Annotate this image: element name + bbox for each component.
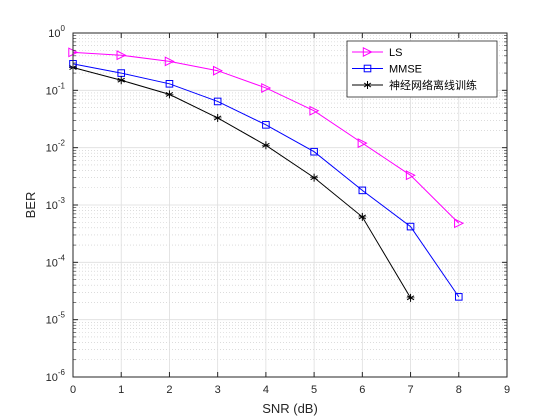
data-point bbox=[117, 76, 126, 85]
series-line bbox=[72, 67, 411, 299]
x-tick-label: 1 bbox=[118, 384, 124, 396]
x-tick-label: 8 bbox=[456, 384, 462, 396]
minor-grid bbox=[73, 35, 507, 361]
y-tick-base: 10 bbox=[46, 85, 58, 97]
legend-marker bbox=[363, 81, 372, 89]
data-point bbox=[213, 113, 222, 122]
data-point bbox=[405, 170, 416, 181]
y-tick-exponent: 0 bbox=[61, 24, 66, 33]
x-tick-label: 2 bbox=[166, 384, 172, 396]
x-tick-label: 3 bbox=[215, 384, 221, 396]
y-tick-label: 10-5 bbox=[46, 311, 66, 327]
data-point bbox=[358, 212, 367, 221]
series-layer bbox=[68, 47, 465, 302]
legend-entry: LS bbox=[352, 46, 402, 59]
legend-label: 神经网络离线训练 bbox=[389, 78, 477, 92]
data-point bbox=[310, 173, 319, 182]
data-point bbox=[310, 147, 318, 156]
series-line bbox=[72, 51, 460, 224]
y-tick-base: 10 bbox=[46, 143, 58, 155]
series-1 bbox=[69, 60, 463, 301]
data-point bbox=[213, 97, 222, 106]
data-point bbox=[309, 105, 320, 116]
data-point bbox=[165, 90, 174, 99]
y-tick-base: 10 bbox=[48, 28, 60, 40]
y-tick-exponent: -1 bbox=[58, 81, 66, 90]
x-tick-label: 5 bbox=[311, 384, 317, 396]
x-tick-label: 0 bbox=[70, 384, 76, 396]
y-tick-label: 10-6 bbox=[46, 368, 66, 384]
data-point bbox=[454, 293, 463, 301]
y-tick-exponent: -5 bbox=[58, 311, 66, 320]
x-tick-labels: 0 1 2 3 4 5 6 7 8 9 bbox=[70, 384, 510, 396]
y-tick-label: 10-3 bbox=[46, 196, 66, 212]
y-tick-base: 10 bbox=[46, 257, 58, 269]
legend-label: MMSE bbox=[389, 64, 422, 76]
legend-label: LS bbox=[389, 47, 402, 59]
y-tick-base: 10 bbox=[46, 200, 58, 212]
legend: LS MMSE 神经网络离线训练 bbox=[346, 40, 498, 98]
legend-marker bbox=[362, 46, 373, 58]
legend-entry: 神经网络离线训练 bbox=[352, 78, 477, 92]
data-point bbox=[116, 50, 127, 61]
y-tick-label: 10-2 bbox=[46, 139, 66, 155]
data-point bbox=[358, 186, 367, 195]
data-point bbox=[406, 293, 415, 302]
x-axis-label: SNR (dB) bbox=[262, 401, 318, 416]
data-point bbox=[261, 141, 270, 150]
x-tick-label: 9 bbox=[504, 384, 510, 396]
y-tick-label: 100 bbox=[48, 24, 65, 40]
data-point bbox=[357, 138, 368, 149]
y-tick-base: 10 bbox=[46, 315, 58, 327]
x-tick-label: 6 bbox=[359, 384, 365, 396]
y-tick-label: 10-4 bbox=[46, 253, 66, 269]
data-point bbox=[454, 218, 465, 229]
y-tick-exponent: -4 bbox=[58, 253, 66, 262]
y-tick-exponent: -2 bbox=[58, 139, 66, 148]
data-point bbox=[164, 56, 175, 67]
data-point bbox=[406, 222, 415, 231]
legend-marker bbox=[363, 64, 372, 73]
y-axis-label: BER bbox=[23, 192, 38, 219]
y-tick-exponent: -6 bbox=[58, 368, 66, 377]
y-tick-exponent: -3 bbox=[58, 196, 66, 205]
data-point bbox=[212, 65, 223, 76]
data-point bbox=[261, 82, 272, 93]
series-2 bbox=[69, 63, 415, 302]
ticks-layer bbox=[72, 32, 508, 378]
y-tick-label: 10-1 bbox=[46, 81, 66, 97]
legend-entry: MMSE bbox=[352, 64, 422, 76]
series-line bbox=[72, 63, 460, 298]
x-tick-label: 7 bbox=[407, 384, 413, 396]
data-point bbox=[165, 80, 174, 88]
data-point bbox=[262, 121, 270, 129]
x-tick-label: 4 bbox=[263, 384, 269, 396]
y-tick-base: 10 bbox=[46, 372, 58, 384]
